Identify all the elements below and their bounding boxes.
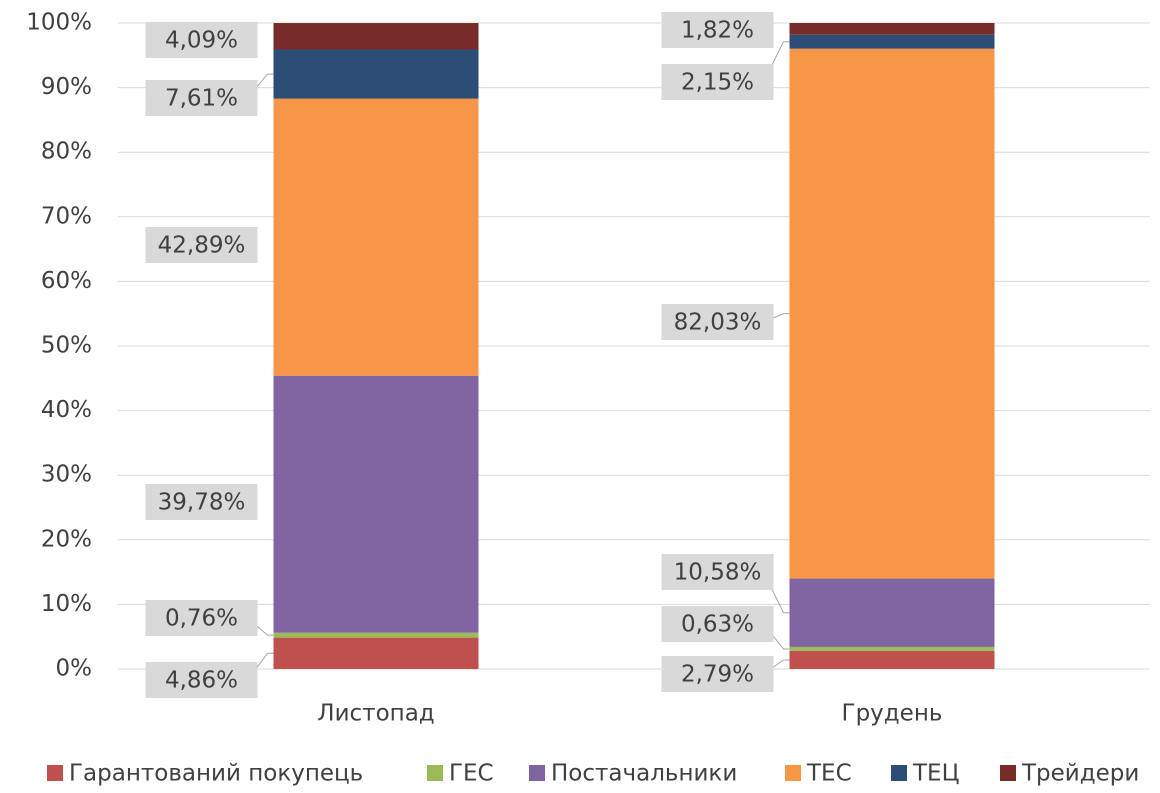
value-label: 2,79%	[681, 662, 754, 688]
x-tick-label: Грудень	[842, 701, 943, 727]
value-label: 7,61%	[165, 86, 238, 112]
legend-label: Постачальники	[551, 761, 737, 787]
value-label: 1,82%	[681, 18, 754, 44]
value-label-box	[145, 600, 258, 636]
y-tick-label: 60%	[41, 268, 92, 294]
value-label-box	[145, 227, 258, 263]
legend-swatch	[785, 765, 801, 781]
value-label-box	[145, 80, 258, 116]
x-tick-label: Листопад	[317, 701, 434, 727]
legend-label: ТЕЦ	[912, 761, 959, 787]
y-tick-label: 40%	[41, 397, 92, 423]
value-label-box	[661, 64, 774, 100]
legend-label: ГЕС	[449, 761, 494, 787]
bar-segment	[273, 49, 479, 99]
y-tick-label: 30%	[41, 462, 92, 488]
legend-label: Гарантований покупець	[69, 761, 363, 787]
legend-swatch	[891, 765, 907, 781]
value-label-box	[145, 662, 258, 698]
value-label: 10,58%	[674, 560, 762, 586]
value-label: 82,03%	[674, 310, 762, 336]
value-label: 42,89%	[158, 233, 246, 259]
bar-segment	[789, 23, 995, 35]
value-label-box	[145, 484, 258, 520]
value-label-box	[145, 22, 258, 58]
bar-segment	[273, 23, 479, 50]
y-tick-label: 0%	[56, 656, 93, 682]
bar-segment	[789, 578, 995, 647]
legend-label: Трейдери	[1021, 761, 1139, 787]
legend-swatch	[1000, 765, 1016, 781]
value-label-box	[661, 12, 774, 48]
legend-label: ТЕС	[806, 761, 852, 787]
y-tick-label: 10%	[41, 591, 92, 617]
value-label-box	[661, 606, 774, 642]
value-label-box	[661, 554, 774, 590]
y-tick-label: 50%	[41, 333, 92, 359]
bar-segment	[273, 632, 479, 638]
bar-segment	[789, 646, 995, 651]
legend-swatch	[427, 765, 443, 781]
y-tick-label: 80%	[41, 139, 92, 165]
value-label-box	[661, 304, 774, 340]
value-label: 4,86%	[165, 668, 238, 694]
bar-segment	[789, 650, 995, 669]
y-tick-label: 100%	[26, 10, 92, 36]
value-label: 4,09%	[165, 28, 238, 54]
y-tick-label: 20%	[41, 526, 92, 552]
bar-segment	[789, 48, 995, 579]
y-tick-label: 70%	[41, 203, 92, 229]
value-label: 39,78%	[158, 490, 246, 516]
value-label: 0,63%	[681, 612, 754, 638]
value-label: 2,15%	[681, 70, 754, 96]
value-label: 0,76%	[165, 606, 238, 632]
y-tick-label: 90%	[41, 74, 92, 100]
value-label-box	[661, 656, 774, 692]
bar-segment	[273, 98, 479, 376]
bar-segment	[789, 34, 995, 49]
legend-swatch	[47, 765, 63, 781]
bar-segment	[273, 637, 479, 669]
bar-segment	[273, 375, 479, 633]
legend-swatch	[529, 765, 545, 781]
